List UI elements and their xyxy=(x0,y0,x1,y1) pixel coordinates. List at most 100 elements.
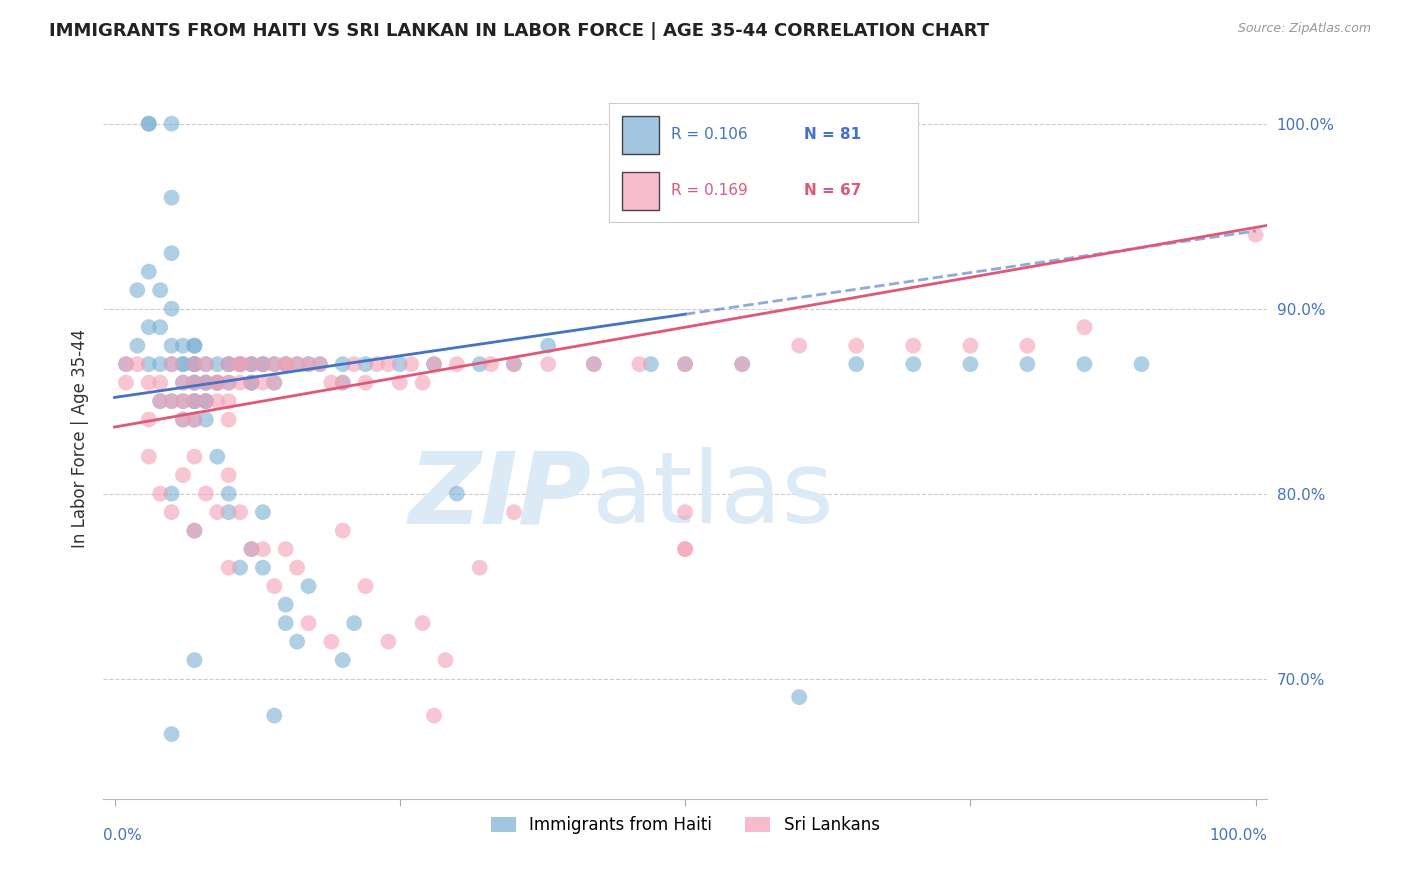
Sri Lankans xyxy=(263,357,285,371)
Immigrants from Haiti xyxy=(582,357,605,371)
Immigrants from Haiti xyxy=(194,412,217,426)
Immigrants from Haiti xyxy=(160,394,183,409)
Immigrants from Haiti xyxy=(274,616,297,631)
Immigrants from Haiti xyxy=(207,376,229,390)
Immigrants from Haiti xyxy=(207,376,229,390)
Immigrants from Haiti xyxy=(240,357,263,371)
Sri Lankans xyxy=(149,486,172,500)
Immigrants from Haiti xyxy=(160,727,183,741)
Immigrants from Haiti xyxy=(388,357,411,371)
Immigrants from Haiti xyxy=(172,339,194,353)
Sri Lankans xyxy=(183,524,205,538)
Sri Lankans xyxy=(399,357,422,371)
Sri Lankans xyxy=(274,357,297,371)
Sri Lankans xyxy=(218,376,240,390)
Sri Lankans xyxy=(229,357,252,371)
Text: 0.0%: 0.0% xyxy=(103,828,142,843)
Immigrants from Haiti xyxy=(183,376,205,390)
Sri Lankans xyxy=(263,579,285,593)
Immigrants from Haiti xyxy=(172,394,194,409)
Immigrants from Haiti xyxy=(149,394,172,409)
Sri Lankans xyxy=(412,616,434,631)
Immigrants from Haiti xyxy=(127,283,149,297)
Immigrants from Haiti xyxy=(468,357,491,371)
Sri Lankans xyxy=(183,357,205,371)
Immigrants from Haiti xyxy=(218,376,240,390)
Immigrants from Haiti xyxy=(537,339,560,353)
Sri Lankans xyxy=(240,376,263,390)
Sri Lankans xyxy=(309,357,332,371)
Immigrants from Haiti xyxy=(274,598,297,612)
Immigrants from Haiti xyxy=(332,357,354,371)
Immigrants from Haiti xyxy=(149,357,172,371)
Sri Lankans xyxy=(207,394,229,409)
Sri Lankans xyxy=(194,394,217,409)
Sri Lankans xyxy=(218,560,240,574)
Sri Lankans xyxy=(172,376,194,390)
Immigrants from Haiti xyxy=(149,320,172,334)
Immigrants from Haiti xyxy=(229,357,252,371)
Immigrants from Haiti xyxy=(183,376,205,390)
Immigrants from Haiti xyxy=(160,357,183,371)
Immigrants from Haiti xyxy=(138,117,160,131)
Immigrants from Haiti xyxy=(503,357,526,371)
Immigrants from Haiti xyxy=(240,376,263,390)
Sri Lankans xyxy=(1073,320,1095,334)
Sri Lankans xyxy=(503,505,526,519)
Text: 100.0%: 100.0% xyxy=(1209,828,1267,843)
Immigrants from Haiti xyxy=(183,412,205,426)
Immigrants from Haiti xyxy=(183,357,205,371)
Sri Lankans xyxy=(115,357,138,371)
Immigrants from Haiti xyxy=(138,265,160,279)
Sri Lankans xyxy=(423,357,446,371)
Sri Lankans xyxy=(377,357,399,371)
Immigrants from Haiti xyxy=(172,357,194,371)
Sri Lankans xyxy=(1017,339,1039,353)
Immigrants from Haiti xyxy=(218,505,240,519)
Sri Lankans xyxy=(673,542,696,557)
Immigrants from Haiti xyxy=(903,357,925,371)
Sri Lankans xyxy=(252,376,274,390)
Sri Lankans xyxy=(138,376,160,390)
Legend: Immigrants from Haiti, Sri Lankans: Immigrants from Haiti, Sri Lankans xyxy=(484,810,886,841)
Sri Lankans xyxy=(434,653,457,667)
Immigrants from Haiti xyxy=(183,394,205,409)
Sri Lankans xyxy=(377,634,399,648)
Immigrants from Haiti xyxy=(207,450,229,464)
Immigrants from Haiti xyxy=(446,486,468,500)
Immigrants from Haiti xyxy=(673,357,696,371)
Immigrants from Haiti xyxy=(332,376,354,390)
Sri Lankans xyxy=(229,505,252,519)
Immigrants from Haiti xyxy=(640,357,662,371)
Immigrants from Haiti xyxy=(138,357,160,371)
Immigrants from Haiti xyxy=(194,394,217,409)
Sri Lankans xyxy=(468,560,491,574)
Sri Lankans xyxy=(412,376,434,390)
Sri Lankans xyxy=(229,357,252,371)
Immigrants from Haiti xyxy=(183,339,205,353)
Sri Lankans xyxy=(183,394,205,409)
Sri Lankans xyxy=(172,468,194,483)
Sri Lankans xyxy=(183,450,205,464)
Sri Lankans xyxy=(285,357,308,371)
Immigrants from Haiti xyxy=(252,505,274,519)
Text: Source: ZipAtlas.com: Source: ZipAtlas.com xyxy=(1237,22,1371,36)
Sri Lankans xyxy=(673,357,696,371)
Immigrants from Haiti xyxy=(252,560,274,574)
Sri Lankans xyxy=(845,339,868,353)
Immigrants from Haiti xyxy=(263,376,285,390)
Sri Lankans xyxy=(537,357,560,371)
Immigrants from Haiti xyxy=(160,117,183,131)
Immigrants from Haiti xyxy=(183,357,205,371)
Immigrants from Haiti xyxy=(218,357,240,371)
Sri Lankans xyxy=(628,357,651,371)
Immigrants from Haiti xyxy=(263,357,285,371)
Immigrants from Haiti xyxy=(207,357,229,371)
Immigrants from Haiti xyxy=(1130,357,1153,371)
Sri Lankans xyxy=(115,376,138,390)
Sri Lankans xyxy=(787,339,810,353)
Immigrants from Haiti xyxy=(297,579,319,593)
Immigrants from Haiti xyxy=(959,357,981,371)
Sri Lankans xyxy=(218,468,240,483)
Sri Lankans xyxy=(252,542,274,557)
